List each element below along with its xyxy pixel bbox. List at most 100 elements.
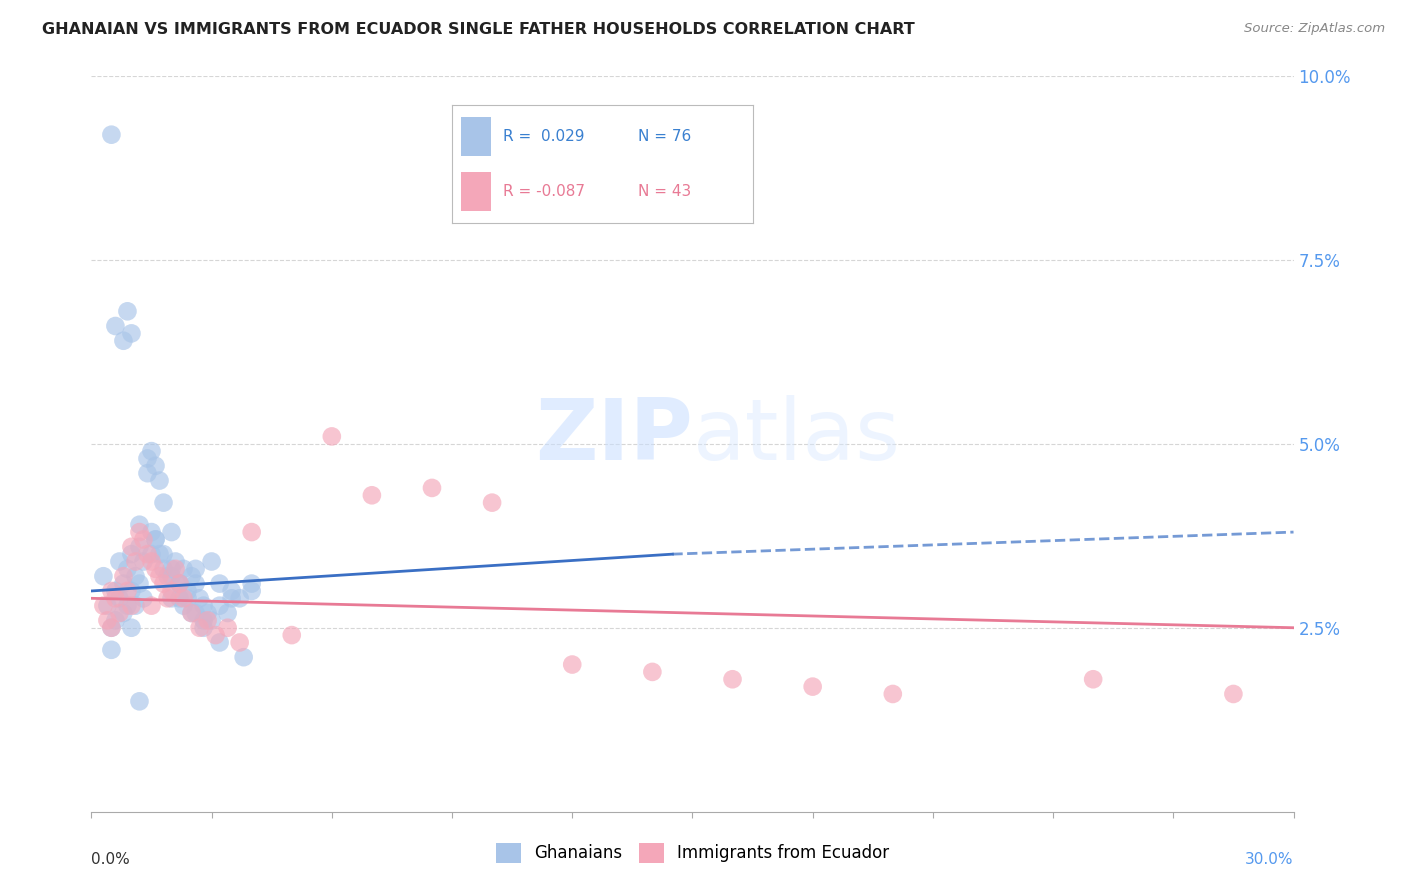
Point [128, 540, 150, 554]
Point [108, 591, 131, 606]
Point [188, 591, 211, 606]
Point [420, 481, 443, 495]
Point [121, 326, 143, 341]
Point [148, 474, 170, 488]
Point [228, 635, 250, 649]
Text: 30.0%: 30.0% [1246, 852, 1294, 867]
Point [156, 569, 179, 583]
Point [145, 458, 167, 473]
Text: R = -0.087: R = -0.087 [503, 185, 585, 199]
Point [132, 554, 155, 569]
Point [145, 533, 167, 547]
Point [160, 562, 183, 576]
Point [136, 547, 159, 561]
Text: N = 43: N = 43 [638, 185, 692, 199]
Point [160, 524, 183, 539]
Point [104, 591, 127, 606]
Point [100, 621, 122, 635]
Point [184, 606, 207, 620]
Point [197, 614, 219, 628]
Point [121, 547, 143, 561]
Point [121, 583, 143, 598]
Point [173, 599, 195, 613]
Point [156, 591, 179, 606]
Point [128, 576, 150, 591]
Point [232, 650, 254, 665]
Point [321, 429, 343, 443]
Point [240, 576, 263, 591]
Point [208, 599, 231, 613]
Point [128, 694, 150, 708]
Point [240, 583, 263, 598]
Text: Source: ZipAtlas.com: Source: ZipAtlas.com [1244, 22, 1385, 36]
Point [96, 599, 118, 613]
Point [124, 599, 146, 613]
Point [124, 569, 146, 583]
Point [201, 554, 224, 569]
Text: GHANAIAN VS IMMIGRANTS FROM ECUADOR SINGLE FATHER HOUSEHOLDS CORRELATION CHART: GHANAIAN VS IMMIGRANTS FROM ECUADOR SING… [42, 22, 915, 37]
Point [1083, 673, 1105, 687]
Point [165, 554, 187, 569]
Point [641, 665, 664, 679]
Point [204, 628, 226, 642]
Point [112, 569, 135, 583]
Point [100, 583, 122, 598]
Point [882, 687, 904, 701]
Point [148, 569, 170, 583]
Point [152, 576, 174, 591]
Text: atlas: atlas [692, 395, 900, 478]
Point [117, 304, 139, 318]
Point [112, 334, 135, 348]
Point [169, 591, 191, 606]
Point [117, 583, 139, 598]
Point [180, 606, 202, 620]
Point [1222, 687, 1244, 701]
Point [240, 524, 263, 539]
Point [801, 680, 824, 694]
Point [145, 533, 167, 547]
Point [128, 524, 150, 539]
Point [721, 673, 744, 687]
Point [121, 599, 143, 613]
Point [141, 444, 163, 458]
Point [104, 583, 127, 598]
Point [93, 599, 115, 613]
Point [201, 614, 224, 628]
Point [197, 606, 219, 620]
Point [165, 562, 187, 576]
Point [117, 562, 139, 576]
Point [360, 488, 382, 502]
Point [132, 591, 155, 606]
Point [93, 569, 115, 583]
Point [561, 657, 583, 672]
Point [152, 547, 174, 561]
Point [217, 606, 239, 620]
Point [184, 562, 207, 576]
Point [176, 583, 198, 598]
Point [169, 576, 191, 591]
Point [281, 628, 304, 642]
Legend: Ghanaians, Immigrants from Ecuador: Ghanaians, Immigrants from Ecuador [489, 836, 896, 870]
Point [481, 495, 503, 509]
Bar [461, 172, 491, 211]
Point [108, 606, 131, 620]
Point [117, 599, 139, 613]
Text: R =  0.029: R = 0.029 [503, 129, 585, 144]
Point [100, 128, 122, 142]
Point [169, 576, 191, 591]
Point [228, 591, 250, 606]
Bar [461, 117, 491, 156]
Point [193, 614, 215, 628]
Point [217, 621, 239, 635]
Point [108, 554, 131, 569]
Point [132, 533, 155, 547]
Point [112, 576, 135, 591]
Point [169, 576, 191, 591]
Point [121, 621, 143, 635]
Point [160, 591, 183, 606]
Point [188, 621, 211, 635]
Point [136, 451, 159, 466]
Point [221, 583, 243, 598]
Text: 0.0%: 0.0% [91, 852, 131, 867]
Point [180, 569, 202, 583]
